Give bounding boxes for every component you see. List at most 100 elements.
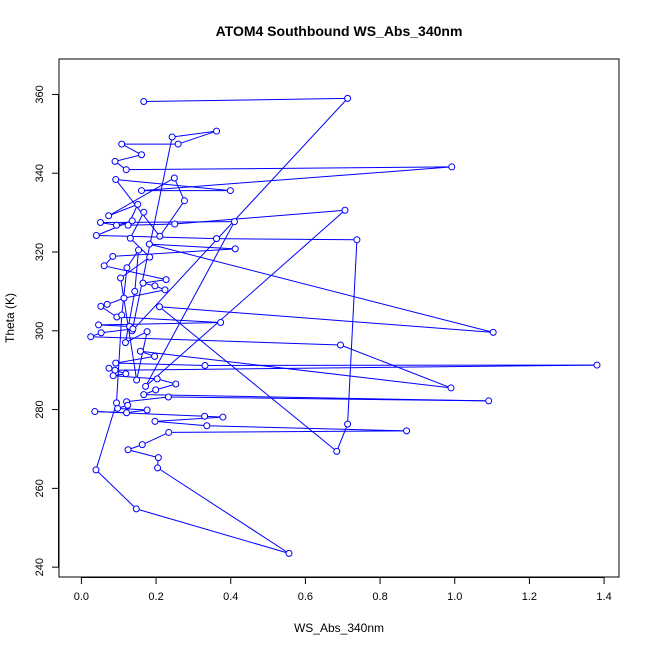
data-point [139,279,147,287]
data-point [203,422,211,430]
x-tick-label: 1.2 [522,591,537,603]
data-point [109,372,117,380]
data-point [151,282,159,290]
data-point [162,276,170,284]
series-line-segment [159,306,338,452]
series-line-segment [125,331,148,344]
data-point [112,221,120,229]
data-point [155,303,163,311]
series-line-segment [159,306,494,333]
series-line-segment [100,221,235,223]
series-line-segment [206,425,407,432]
series-line-segment [216,238,357,241]
data-point [105,364,113,372]
data-point [87,333,95,341]
series-line-segment [108,203,138,217]
data-point [140,208,148,216]
data-point [213,127,221,135]
series-line-segment [115,362,205,366]
series-line-segment [126,249,139,269]
y-tick-label: 240 [34,558,46,576]
data-point [142,382,150,390]
data-point [140,391,148,399]
x-tick-label: 0.2 [148,591,163,603]
series-line-segment [108,177,175,217]
series-line-segment [157,467,290,554]
data-point [156,232,164,240]
data-point [118,311,126,319]
data-point [100,262,108,270]
series-line-segment [127,449,159,459]
data-point [448,163,456,171]
data-point [226,187,234,195]
y-tick-label: 360 [34,85,46,103]
series-line-segment [126,166,452,171]
data-point [152,386,160,394]
data-point [344,94,352,102]
data-point [120,294,128,302]
series-line-segment [115,179,231,192]
series-line-segment [124,291,136,343]
data-point [174,140,182,148]
data-point [333,447,341,455]
series-line-segment [168,430,407,433]
series-line-segment [129,212,145,239]
series-line-segment [123,289,166,299]
data-point [153,375,161,383]
data-point [131,287,139,295]
series-line-segment [115,179,161,237]
series-line-segment [114,364,597,371]
data-point [213,235,221,243]
series-line-segment [155,383,176,391]
data-point [165,428,173,436]
data-point [121,339,129,347]
series-line-segment [159,200,185,237]
data-point [112,176,120,184]
data-point [122,370,130,378]
data-point [129,325,137,333]
series-line-segment [98,324,130,327]
x-tick-label: 1.4 [596,591,611,603]
data-point [103,300,111,308]
x-tick-label: 0.8 [372,591,387,603]
series-line-segment [117,407,148,411]
data-point [151,417,159,425]
series-line-segment [131,136,173,331]
data-point [92,231,100,239]
y-axis-label: Theta (K) [3,293,17,343]
data-point [124,446,132,454]
series-line-segment [340,344,452,389]
series-line-segment [134,250,140,292]
series-line-segment [90,336,341,346]
series-line-segment [104,265,167,281]
series-line-segment [172,130,217,138]
data-point [145,240,153,248]
series-line-segment [145,221,235,387]
data-point [336,341,344,349]
data-point [489,328,497,336]
series-line-segment [168,396,489,402]
data-point [154,454,162,462]
series-line-segment [149,243,236,250]
series-line-segment [173,177,185,202]
data-point [230,218,238,226]
data-point [164,393,172,401]
series-line-segment [136,331,148,381]
series-line-segment [143,97,348,103]
series-line-segment [115,315,123,403]
y-tick-label: 260 [34,479,46,497]
data-point [134,200,142,208]
series-line-segment [126,396,169,403]
data-point [123,409,131,417]
data-point [136,347,144,355]
data-layer [87,94,601,557]
data-point [122,166,130,174]
data-point [593,361,601,369]
data-point [114,404,122,412]
data-point [219,413,227,421]
data-point [132,505,140,513]
data-point [111,157,119,165]
series-line-segment [140,350,452,389]
series-line-segment [98,322,221,326]
data-point [97,329,105,337]
